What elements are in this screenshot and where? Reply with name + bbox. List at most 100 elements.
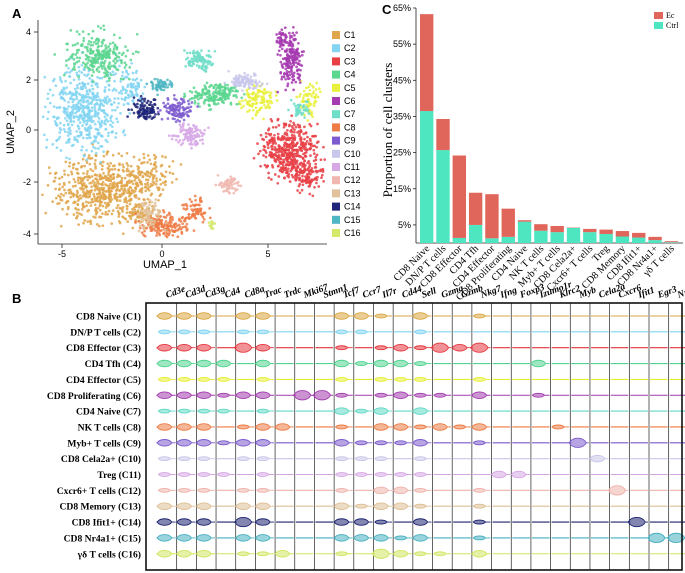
umap-point <box>46 184 50 187</box>
umap-point <box>90 100 94 104</box>
umap-point <box>183 92 186 96</box>
umap-point <box>262 95 265 99</box>
umap-point <box>231 177 235 180</box>
umap-point <box>160 163 164 167</box>
umap-point <box>247 85 251 89</box>
umap-point <box>147 215 151 218</box>
umap-point <box>90 56 94 60</box>
umap-point <box>188 128 191 132</box>
umap-point <box>188 197 192 201</box>
umap-point <box>72 98 76 101</box>
umap-point <box>308 147 312 151</box>
umap-point <box>133 78 137 82</box>
umap-point <box>257 152 260 156</box>
violin-shape <box>413 472 432 477</box>
umap-point <box>111 186 115 190</box>
umap-point <box>144 115 147 119</box>
umap-point <box>162 101 165 105</box>
umap-point <box>93 139 96 143</box>
violin-shape <box>471 423 491 431</box>
umap-point <box>69 81 72 85</box>
umap-point <box>293 162 297 166</box>
umap-point <box>232 77 236 81</box>
umap-point <box>297 125 301 129</box>
violin-shape <box>175 534 196 542</box>
umap-point <box>101 212 104 215</box>
umap-point <box>212 102 216 106</box>
umap-point <box>193 140 197 143</box>
umap-point <box>71 108 75 112</box>
umap-point <box>169 83 173 86</box>
umap-point <box>252 91 255 94</box>
umap-point <box>122 103 126 106</box>
umap-point <box>82 221 85 225</box>
umap-point <box>168 165 171 168</box>
umap-point <box>267 90 270 94</box>
umap-point <box>315 145 318 149</box>
umap-point <box>307 85 311 89</box>
umap-point <box>284 168 288 172</box>
umap-point <box>138 224 142 228</box>
violin-shape <box>217 440 235 446</box>
umap-point <box>44 211 48 215</box>
umap-point <box>106 55 110 59</box>
umap-point <box>166 102 170 106</box>
umap-point <box>302 170 306 174</box>
umap-point <box>105 74 109 78</box>
umap-point <box>292 134 296 137</box>
umap-point <box>159 220 162 224</box>
umap-point <box>194 94 197 98</box>
umap-point <box>188 142 191 146</box>
umap-point <box>65 156 68 160</box>
umap-point <box>94 159 97 162</box>
umap-point <box>114 61 117 65</box>
umap-point <box>84 86 88 90</box>
umap-point <box>159 172 163 175</box>
umap-point <box>245 80 249 84</box>
umap-point <box>94 216 97 219</box>
umap-point <box>142 227 146 231</box>
umap-point <box>295 95 299 99</box>
umap-point <box>216 98 220 102</box>
violin-shape <box>568 437 589 448</box>
violin-shape <box>156 439 176 447</box>
umap-point <box>93 162 97 166</box>
umap-point <box>122 51 125 55</box>
umap-point <box>203 59 207 63</box>
umap-point <box>308 182 312 186</box>
umap-point <box>67 58 71 61</box>
umap-point <box>303 137 306 141</box>
umap-point <box>252 156 256 160</box>
bar-ec <box>615 231 630 237</box>
umap-point <box>149 162 153 166</box>
violin-shape <box>413 329 432 335</box>
umap-point <box>153 157 157 160</box>
umap-point <box>292 141 295 145</box>
umap-point <box>116 175 119 179</box>
umap-point <box>75 51 79 54</box>
umap-point <box>71 185 75 188</box>
umap-point <box>134 50 138 54</box>
umap-point <box>283 72 286 75</box>
umap-point <box>118 163 121 167</box>
umap-point <box>164 155 167 159</box>
umap-point <box>309 139 312 143</box>
umap-point <box>104 206 108 209</box>
umap-point <box>80 213 83 217</box>
umap-point <box>101 160 105 164</box>
gene-label: Il7r <box>380 286 399 301</box>
umap-point <box>131 213 135 217</box>
umap-point <box>118 189 122 192</box>
umap-point <box>62 123 66 127</box>
umap-point <box>63 116 67 120</box>
umap-y-ticks: 420-2-4 <box>23 27 38 239</box>
umap-point <box>280 77 284 81</box>
umap-point <box>230 186 234 190</box>
umap-point <box>78 194 82 197</box>
umap-point <box>279 138 283 142</box>
umap-point <box>247 82 251 86</box>
violin-shape <box>156 423 176 431</box>
umap-point <box>254 113 258 117</box>
umap-point <box>264 149 267 153</box>
umap-point <box>295 107 298 110</box>
